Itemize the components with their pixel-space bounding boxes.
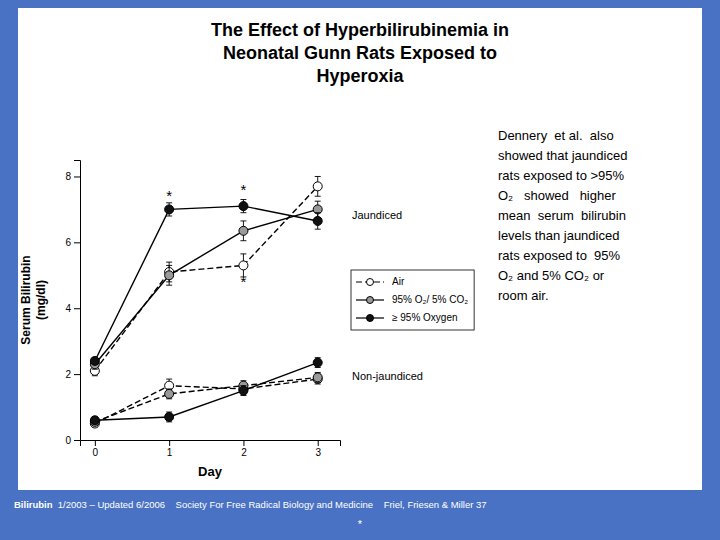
y-tick-label: 8 [65, 171, 71, 182]
series-line [95, 363, 318, 421]
series-line [95, 206, 318, 361]
series [90, 358, 322, 425]
legend-item: Air [356, 276, 405, 287]
legend-symbol [367, 297, 374, 304]
annotation-line: levels than jaundiced [498, 228, 619, 243]
point [90, 356, 99, 365]
group-label: Non-jaundiced [352, 370, 423, 382]
footer-text: Bilirubin [14, 499, 53, 510]
series-line [95, 209, 318, 364]
y-tick-mark [74, 176, 80, 177]
annotation-line: showed that jaundiced [498, 148, 627, 163]
y-tick-mark [74, 440, 80, 441]
point [165, 271, 174, 280]
x-tick-label: 2 [241, 447, 247, 458]
x-tick-mark [169, 440, 170, 446]
series-line [95, 379, 318, 423]
x-tick: 1 [167, 440, 173, 458]
y-tick-mark [74, 374, 80, 375]
annotation-line: rats exposed to >95% [498, 168, 625, 183]
series [90, 200, 322, 366]
annotation-line: Dennery et al. also [498, 128, 614, 143]
x-tick-label: 0 [93, 447, 99, 458]
chart-root: The Effect of Hyperbilirubinemia in Neona… [0, 0, 720, 540]
x-tick: 3 [315, 440, 321, 458]
y-tick-label: 2 [65, 369, 71, 380]
annotation-line: O₂ showed higher [498, 188, 616, 203]
panel [18, 8, 702, 490]
y-tick: 8 [65, 171, 80, 182]
group-label: Jaundiced [352, 209, 402, 221]
title: The Effect of Hyperbilirubinemia in Neona… [211, 20, 509, 86]
annotation-star: * [241, 181, 247, 198]
point [239, 226, 248, 235]
title-line: Hyperoxia [316, 66, 404, 86]
annotation-text: Dennery et al. also showed that jaundiced… [498, 128, 627, 303]
series-line [95, 186, 318, 370]
x-axis-line [81, 441, 341, 447]
annotation-line: mean serum bilirubin [498, 208, 626, 223]
point [313, 216, 322, 225]
point [239, 386, 248, 395]
point [239, 202, 248, 211]
point [239, 261, 248, 270]
x-axis: 0 1 2 3 [81, 440, 341, 458]
series [90, 374, 322, 428]
legend-label: Air [392, 276, 405, 287]
background [0, 0, 720, 540]
legend-label: 95% O₂/ 5% CO₂ [392, 294, 468, 305]
x-tick: 0 [93, 440, 99, 458]
y-axis: 0 2 4 6 8 [65, 161, 80, 446]
series [90, 201, 322, 369]
point [165, 389, 174, 398]
point [165, 412, 174, 421]
annotation-line: room air. [498, 288, 549, 303]
y-axis-line [74, 161, 81, 441]
annotation-star: * [166, 187, 172, 204]
plot-area [90, 176, 322, 428]
annotation-line: rats exposed to 95% [498, 248, 621, 263]
title-line: Neonatal Gunn Rats Exposed to [223, 43, 497, 63]
x-tick-mark [95, 440, 96, 446]
legend-item: ≥ 95% Oxygen [356, 312, 458, 323]
y-tick: 4 [65, 303, 80, 314]
series [90, 176, 322, 375]
y-tick: 6 [65, 237, 80, 248]
y-tick-mark [74, 308, 80, 309]
point [165, 205, 174, 214]
point [313, 373, 322, 382]
y-tick-label: 0 [65, 435, 71, 446]
chart-svg: The Effect of Hyperbilirubinemia in Neona… [0, 0, 720, 540]
legend-label: ≥ 95% Oxygen [392, 312, 458, 323]
legend: Air 95% O₂/ 5% CO₂ ≥ 95% Oxygen [351, 270, 474, 330]
y-tick-label: 4 [65, 303, 71, 314]
point [313, 182, 322, 191]
point [313, 358, 322, 367]
legend-item: 95% O₂/ 5% CO₂ [356, 294, 468, 305]
x-tick-label: 3 [315, 447, 321, 458]
y-axis-title-line: Serum Bilirubin [19, 255, 33, 344]
y-tick: 0 [65, 435, 80, 446]
x-tick-label: 1 [167, 447, 173, 458]
y-tick-label: 6 [65, 237, 71, 248]
footer-note: * [358, 518, 363, 530]
legend-symbol [367, 315, 374, 322]
annotation-line: O₂ and 5% CO₂ or [498, 268, 605, 283]
legend-box [351, 270, 474, 330]
point [90, 416, 99, 425]
title-line: The Effect of Hyperbilirubinemia in [211, 20, 509, 40]
footer-text: 1/2003 – Updated 6/2006 Society For Free… [53, 499, 487, 510]
x-tick: 2 [241, 440, 247, 458]
series-line [95, 377, 318, 421]
annotation-star: * [241, 273, 247, 290]
legend-symbol [367, 279, 374, 286]
y-axis-title: Serum Bilirubin(mg/dl) [19, 255, 48, 344]
y-tick-mark [74, 242, 80, 243]
x-tick-mark [318, 440, 319, 446]
x-tick-mark [243, 440, 244, 446]
x-axis-title: Day [198, 464, 223, 479]
y-tick: 2 [65, 369, 80, 380]
y-axis-title-line: (mg/dl) [34, 280, 48, 320]
